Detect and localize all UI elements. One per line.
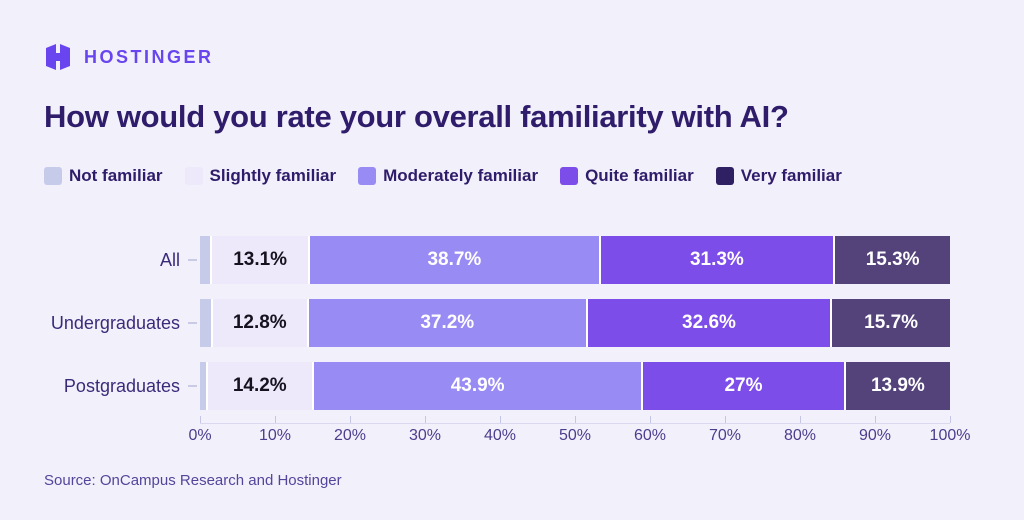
- legend-item-slightly-familiar: Slightly familiar: [184, 166, 337, 186]
- segment-value: 13.9%: [870, 375, 925, 396]
- stacked-bar-chart: All 13.1% 38.7% 31.3% 15.3% Undergraduates 12.…: [44, 236, 970, 448]
- axis-tick-label: 70%: [708, 427, 742, 444]
- segment-value: 32.6%: [682, 312, 736, 333]
- row-label-undergraduates: Undergraduates: [50, 312, 180, 333]
- bar-row-postgraduates: Postgraduates 14.2% 43.9% 27% 13.9%: [44, 362, 950, 410]
- legend-swatch-very-familiar: [715, 167, 734, 185]
- segment-not-familiar: [200, 299, 213, 347]
- axis-tick-label: 40%: [483, 427, 517, 444]
- hostinger-logo-icon: [46, 44, 70, 70]
- axis-tick: [500, 416, 501, 423]
- legend-swatch-slightly-familiar: [184, 167, 203, 185]
- segment-value: 38.7%: [427, 249, 482, 270]
- bar-track: 14.2% 43.9% 27% 13.9%: [200, 362, 950, 410]
- axis-tick-label: 50%: [558, 427, 592, 444]
- bar-row-all: All 13.1% 38.7% 31.3% 15.3%: [44, 236, 950, 284]
- legend: Not familiar Slightly familiar Moderately …: [44, 166, 950, 186]
- segment-not-familiar: [200, 236, 212, 284]
- chart-title: How would you rate your overall familiar…: [44, 99, 789, 134]
- segment-very-familiar: 13.9%: [845, 362, 950, 410]
- segment-quite-familiar: 27%: [643, 362, 846, 410]
- row-label-all: All: [159, 249, 180, 270]
- legend-item-very-familiar: Very familiar: [715, 166, 842, 186]
- axis-tick: [725, 416, 726, 423]
- legend-swatch-not-familiar: [44, 167, 62, 185]
- legend-label: Very familiar: [740, 166, 842, 185]
- axis-tick-label: 80%: [783, 427, 817, 444]
- segment-value: 43.9%: [450, 375, 505, 396]
- bar-track: 13.1% 38.7% 31.3% 15.3%: [200, 236, 950, 284]
- category-tick: [187, 385, 197, 387]
- axis-tick: [575, 416, 576, 423]
- axis-tick: [275, 416, 276, 423]
- segment-slightly-familiar: 13.1%: [212, 236, 311, 284]
- segment-very-familiar: 15.7%: [832, 299, 950, 347]
- segment-value: 37.2%: [420, 312, 475, 333]
- axis-tick: [200, 416, 201, 423]
- hostinger-logo: HOSTINGER: [44, 42, 950, 72]
- category-tick: [187, 259, 197, 261]
- source-note: Source: OnCampus Research and Hostinger: [44, 472, 342, 489]
- segment-moderately-familiar: 37.2%: [308, 299, 588, 347]
- segment-quite-familiar: 31.3%: [600, 236, 836, 284]
- hostinger-wordmark: HOSTINGER: [84, 46, 214, 67]
- axis-tick-label: 100%: [929, 427, 971, 444]
- axis-tick-label: 20%: [333, 427, 367, 444]
- axis-tick: [350, 416, 351, 423]
- axis-tick-label: 30%: [408, 427, 442, 444]
- segment-value: 15.7%: [864, 312, 919, 333]
- axis-tick: [950, 416, 951, 423]
- segment-value: 14.2%: [232, 375, 287, 396]
- bar-track: 12.8% 37.2% 32.6% 15.7%: [200, 299, 950, 347]
- axis-tick: [650, 416, 651, 423]
- legend-item-moderately-familiar: Moderately familiar: [358, 166, 538, 186]
- segment-slightly-familiar: 12.8%: [212, 299, 309, 347]
- axis-tick-label: 90%: [858, 427, 892, 444]
- legend-label: Slightly familiar: [209, 166, 337, 185]
- x-axis-line: [200, 423, 950, 424]
- category-tick: [187, 322, 197, 324]
- segment-very-familiar: 15.3%: [835, 236, 950, 284]
- legend-item-not-familiar: Not familiar: [44, 166, 163, 186]
- segment-not-familiar: [200, 362, 208, 410]
- axis-tick: [875, 416, 876, 423]
- axis-tick-label: 60%: [633, 427, 667, 444]
- segment-moderately-familiar: 38.7%: [310, 236, 601, 284]
- legend-label: Not familiar: [69, 166, 163, 185]
- x-axis: 0% 10% 20% 30% 40% 50% 60% 70% 80% 90% 100%: [44, 416, 970, 448]
- row-label-postgraduates: Postgraduates: [63, 375, 180, 396]
- legend-label: Moderately familiar: [383, 166, 539, 185]
- legend-label: Quite familiar: [585, 166, 694, 185]
- legend-swatch-quite-familiar: [560, 167, 579, 185]
- bar-rows: All 13.1% 38.7% 31.3% 15.3% Undergraduates 12.…: [44, 236, 950, 410]
- legend-item-quite-familiar: Quite familiar: [560, 166, 694, 186]
- segment-slightly-familiar: 14.2%: [207, 362, 314, 410]
- segment-value: 13.1%: [233, 249, 288, 270]
- segment-quite-familiar: 32.6%: [587, 299, 833, 347]
- axis-tick-label: 10%: [258, 427, 292, 444]
- segment-value: 15.3%: [865, 249, 920, 270]
- legend-swatch-moderately-familiar: [358, 167, 377, 185]
- segment-value: 27%: [724, 375, 763, 396]
- axis-tick: [425, 416, 426, 423]
- segment-value: 12.8%: [232, 312, 287, 333]
- segment-moderately-familiar: 43.9%: [314, 362, 644, 410]
- axis-tick-label: 0%: [188, 427, 212, 444]
- axis-tick: [800, 416, 801, 423]
- x-axis-scale: 0% 10% 20% 30% 40% 50% 60% 70% 80% 90% 100%: [188, 416, 970, 448]
- segment-value: 31.3%: [689, 249, 744, 270]
- bar-row-undergraduates: Undergraduates 12.8% 37.2% 32.6% 15.7%: [44, 299, 950, 347]
